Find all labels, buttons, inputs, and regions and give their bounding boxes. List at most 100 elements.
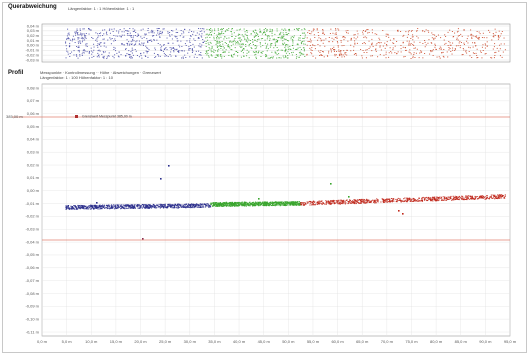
series-blue-point xyxy=(150,205,152,207)
series-blue-point xyxy=(175,207,177,209)
top-band-blue-point xyxy=(78,34,80,36)
top-band-green-point xyxy=(304,36,306,38)
series-blue-point xyxy=(117,206,119,208)
series-red-point xyxy=(437,200,439,202)
top-band-blue-point xyxy=(79,29,81,31)
top-band-red-point xyxy=(336,41,338,42)
series-red-point xyxy=(445,198,448,200)
top-band-blue-point xyxy=(96,38,98,40)
series-red-point xyxy=(385,200,387,202)
series-blue-point xyxy=(203,203,205,205)
top-band-blue-point xyxy=(169,34,171,36)
top-band-green-point xyxy=(216,47,218,48)
series-blue-point xyxy=(160,204,162,206)
top-band-red-point xyxy=(408,42,410,44)
top-band-green-point xyxy=(270,45,272,47)
top-band-red-point xyxy=(336,51,338,52)
series-green-point xyxy=(259,205,261,206)
top-band-blue-point xyxy=(184,43,186,45)
top-band-green-point xyxy=(229,41,231,43)
top-band-red-point xyxy=(337,45,339,47)
series-red-point xyxy=(382,198,384,200)
top-band-blue-point xyxy=(78,49,80,51)
top-band-green-point xyxy=(232,56,234,58)
series-green-point xyxy=(234,204,236,206)
top-band-blue-point xyxy=(74,38,76,40)
series-red-point xyxy=(418,200,421,202)
top-band-blue-point xyxy=(127,43,129,45)
series-red-point xyxy=(457,197,460,199)
series-red-point xyxy=(360,198,363,200)
series-blue-point xyxy=(207,203,209,205)
top-band-blue-point xyxy=(191,49,193,51)
series-blue-point xyxy=(123,204,125,206)
top-band-red-point xyxy=(499,35,501,37)
top-band-green-point xyxy=(299,37,301,39)
top-band-green-point xyxy=(234,41,236,43)
series-blue-point xyxy=(127,204,129,206)
series-blue-point xyxy=(77,206,79,208)
top-band-red-point xyxy=(500,43,502,45)
top-band-blue-point xyxy=(74,42,76,43)
top-band-blue-point xyxy=(202,42,204,43)
top-band-green-point xyxy=(234,47,236,49)
top-band-blue-point xyxy=(74,32,76,34)
series-red-point xyxy=(351,201,353,202)
series-blue-point xyxy=(191,203,193,205)
top-band-green-point xyxy=(233,53,235,55)
series-green-point xyxy=(243,203,245,205)
top-band-blue-point xyxy=(143,42,145,44)
series-red-point xyxy=(386,199,388,201)
top-band-blue-point xyxy=(201,30,203,32)
top-band-green-point xyxy=(290,36,292,38)
top-band-red-point xyxy=(330,28,332,30)
top-band-green-point xyxy=(232,40,234,42)
top-band-blue-point xyxy=(180,40,182,42)
series-red-point xyxy=(480,196,482,198)
series-red-point xyxy=(312,204,314,206)
top-band-red-point xyxy=(459,45,461,47)
y-tick-label: 0,08 m xyxy=(27,85,40,90)
series-red-point xyxy=(474,198,476,200)
top-band-green-point xyxy=(210,34,212,36)
top-band-blue-point xyxy=(183,50,185,52)
top-band-red-point xyxy=(492,33,494,34)
top-band-green-point xyxy=(227,44,229,46)
series-red-point xyxy=(470,197,472,199)
series-blue-point xyxy=(179,205,181,207)
top-band-blue-point xyxy=(68,34,70,36)
series-green-point xyxy=(264,201,266,203)
top-band-blue-point xyxy=(163,44,165,46)
series-blue-point xyxy=(102,207,105,208)
series-red-point xyxy=(337,203,339,205)
top-band-red-point xyxy=(495,31,497,33)
top-band-blue-point xyxy=(199,54,201,56)
top-band-red-point xyxy=(388,36,390,38)
top-band-green-point xyxy=(218,48,220,50)
top-band-red-point xyxy=(490,57,492,59)
series-green-point xyxy=(219,205,221,207)
top-band-green-point xyxy=(291,54,293,56)
series-red-point xyxy=(474,198,476,200)
top-band-red-point xyxy=(498,30,500,32)
series-green-point xyxy=(226,204,228,206)
top-band-blue-point xyxy=(91,53,93,55)
series-red-point xyxy=(435,199,437,201)
series-red-point xyxy=(467,197,469,199)
series-blue-point xyxy=(138,204,140,206)
top-band-blue-point xyxy=(147,41,149,43)
top-band-green-point xyxy=(250,33,252,35)
series-green-point xyxy=(216,205,218,207)
top-band-green-point xyxy=(241,39,243,41)
series-red-point xyxy=(325,200,327,202)
top-band-blue-point xyxy=(195,34,197,36)
series-green-point xyxy=(223,205,225,207)
top-band-green-point xyxy=(253,36,255,38)
top-band-red-point xyxy=(478,31,480,33)
top-band-green-point xyxy=(271,32,273,34)
series-blue-point xyxy=(151,205,153,207)
top-band-green-point xyxy=(223,33,225,34)
series-red-point xyxy=(497,196,499,198)
top-band-red-point xyxy=(379,45,381,47)
top-band-green-point xyxy=(287,46,289,48)
